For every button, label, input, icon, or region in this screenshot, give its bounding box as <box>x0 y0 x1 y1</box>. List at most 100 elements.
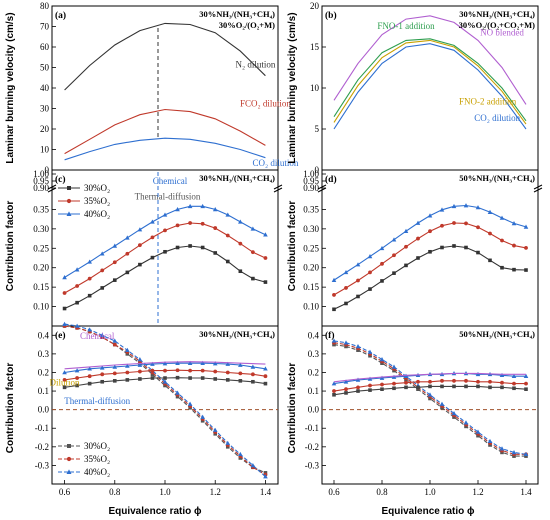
data-point-e <box>263 374 268 379</box>
data-point-d <box>439 207 445 212</box>
y-tick-label-d: 0.95 <box>303 176 319 186</box>
data-point-c <box>238 269 243 274</box>
data-point-e <box>212 361 218 366</box>
data-point-e <box>100 379 105 384</box>
data-point-e <box>150 361 155 366</box>
data-point-f <box>511 450 517 455</box>
series-line-e-0 <box>64 325 266 474</box>
x-tick-label-f: 1.0 <box>424 487 436 497</box>
data-point-c <box>62 291 67 295</box>
series-line-a-0 <box>64 22 266 91</box>
data-point-c <box>62 275 67 280</box>
x-axis-label-left: Equivalence ratio ϕ <box>108 506 202 517</box>
data-point-e <box>250 372 255 377</box>
data-point-e <box>162 379 168 384</box>
axis-break-mark-c <box>47 187 57 193</box>
data-point-f <box>452 378 456 383</box>
data-point-d <box>463 203 469 208</box>
y-tick-label-b: 20 <box>310 1 320 11</box>
y-tick-label-c: 0.10 <box>33 302 49 312</box>
legend-marker-c <box>66 211 72 216</box>
series-line-a-1 <box>64 108 266 155</box>
y-tick-label-d: 0.15 <box>303 282 319 292</box>
data-point-c <box>150 235 155 240</box>
panel-b: 0 5 10 15 20 FNO-1 addition NO blended FNO-2 ad… <box>310 1 539 175</box>
data-point-c <box>87 293 92 298</box>
axis-break-mark-d <box>317 187 327 193</box>
data-point-f <box>523 373 529 378</box>
data-point-d <box>344 301 348 306</box>
data-point-d <box>332 293 336 297</box>
data-point-e <box>75 383 79 388</box>
data-point-e <box>112 379 117 383</box>
data-point-e <box>162 361 168 366</box>
data-point-d <box>416 236 420 241</box>
data-point-f <box>379 357 385 362</box>
data-point-e <box>251 379 255 384</box>
series-line-b-2 <box>333 39 527 125</box>
data-point-f <box>332 389 336 393</box>
data-point-f <box>511 373 517 378</box>
y-tick-label-a: 10 <box>40 145 50 155</box>
data-point-f <box>488 385 492 390</box>
legend-marker-e <box>66 469 72 474</box>
annotation-a: N₂ dilution <box>235 60 275 70</box>
y-tick-label-a: 30 <box>40 104 50 114</box>
data-point-f <box>380 387 384 391</box>
data-point-f <box>427 392 433 397</box>
data-point-e <box>125 347 130 352</box>
y-tick-label-a: 70 <box>40 22 50 32</box>
annotation-b: FNO-1 addition <box>377 21 435 31</box>
data-point-d <box>404 244 408 249</box>
y-tick-label-c: 0.35 <box>33 204 49 214</box>
data-point-d <box>440 223 444 228</box>
data-point-c <box>225 212 231 217</box>
data-point-e <box>87 327 92 332</box>
y-tick-label-d: 0.90 <box>303 183 319 193</box>
data-point-e <box>163 368 167 373</box>
panel-header-d: 50%NH₃/(NH₃+CH₄) <box>459 173 535 183</box>
data-point-d <box>368 270 372 275</box>
data-point-d <box>392 271 396 275</box>
data-point-e <box>74 323 80 328</box>
data-point-e <box>87 366 92 371</box>
y-tick-label-a: 20 <box>40 124 50 134</box>
data-point-d <box>356 278 360 283</box>
data-point-d <box>344 286 348 290</box>
data-point-e <box>112 342 117 347</box>
plot-frame-d <box>321 169 539 327</box>
annotation-e: Chemical <box>80 331 115 341</box>
data-point-c <box>163 228 167 233</box>
data-point-c <box>263 256 268 260</box>
data-point-f <box>343 340 349 345</box>
data-point-f <box>343 379 349 384</box>
data-point-d <box>512 243 516 248</box>
data-point-e <box>112 338 118 343</box>
data-point-c <box>100 268 105 273</box>
y-tick-label-a: 60 <box>40 42 50 52</box>
data-point-f <box>379 375 385 380</box>
y-tick-label-d: 0.20 <box>303 263 319 273</box>
series-line-d-1 <box>333 222 527 296</box>
data-point-f <box>524 387 528 391</box>
data-point-c <box>238 241 243 246</box>
data-point-c <box>138 262 142 267</box>
data-point-c <box>100 286 105 290</box>
data-point-c <box>238 219 243 224</box>
x-tick-label-f: 1.2 <box>472 487 483 497</box>
panel-header-c: 30%NH₃/(NH₃+CH₄) <box>199 173 275 183</box>
data-point-d <box>500 265 504 270</box>
annotation-a: FCO₂ dilution <box>240 98 291 108</box>
data-point-f <box>475 371 481 377</box>
legend-label-c: 35%O₂ <box>84 196 110 206</box>
y-tick-label-c: 0.30 <box>33 224 49 234</box>
panel-f: -0.3 -0.2 -0.1 0.0 0.1 0.2 0.3 0.4 0.6 0.8 1.0 1.2 1… <box>305 325 539 497</box>
axis-break-mark-c <box>273 187 283 193</box>
data-point-f <box>463 420 469 425</box>
panel-label-e: (e) <box>55 330 66 341</box>
data-point-e <box>200 414 205 419</box>
data-point-f <box>404 380 408 385</box>
data-point-e <box>188 368 193 373</box>
data-point-d <box>451 203 457 209</box>
data-point-e <box>263 474 268 479</box>
